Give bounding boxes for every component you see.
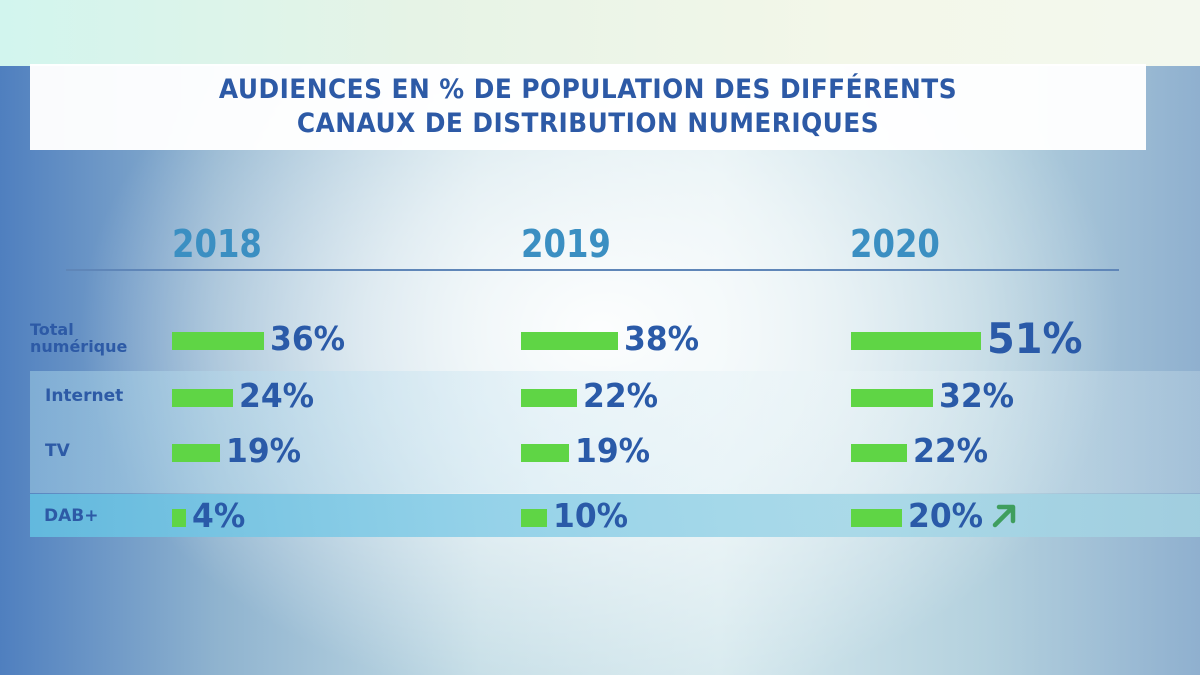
value-label-2018-internet: 24% xyxy=(239,376,315,415)
bar-2019-tv xyxy=(521,444,570,462)
row-label-total-numerique: Total numérique xyxy=(30,321,127,355)
year-header-2018: 2018 xyxy=(172,222,262,266)
row-label-dab: DAB+ xyxy=(44,506,99,526)
bar-2020-dab xyxy=(851,509,902,527)
value-label-2018-tv: 19% xyxy=(226,431,302,470)
chart-title-line-1: AUDIENCES EN % DE POPULATION DES DIFFÉRE… xyxy=(218,74,958,105)
bar-2018-dab xyxy=(172,509,186,527)
bar-2020-tv xyxy=(851,444,908,462)
chart-title-line-2: CANAUX DE DISTRIBUTION NUMERIQUES xyxy=(296,108,880,139)
arrow-up-right-icon xyxy=(992,504,1016,528)
value-label-2020-tv: 22% xyxy=(913,431,989,470)
year-header-2019: 2019 xyxy=(521,222,611,266)
bar-2019-dab xyxy=(521,509,547,527)
value-label-2020-total-numerique: 51% xyxy=(987,314,1083,363)
value-label-2018-dab: 4% xyxy=(192,496,246,535)
year-header-2020: 2020 xyxy=(850,222,940,266)
title-banner: AUDIENCES EN % DE POPULATION DES DIFFÉRE… xyxy=(30,64,1146,150)
bar-2020-total-numerique xyxy=(851,332,982,350)
value-label-2018-total-numerique: 36% xyxy=(269,319,345,358)
value-label-2019-dab: 10% xyxy=(552,496,628,535)
row-label-total-line1: Total xyxy=(30,320,74,339)
bar-2018-tv xyxy=(172,444,221,462)
value-label-2019-tv: 19% xyxy=(575,431,651,470)
row-label-tv: TV xyxy=(45,441,70,461)
bar-2019-internet xyxy=(521,389,578,407)
row-label-internet: Internet xyxy=(45,386,124,406)
row-label-total-line2: numérique xyxy=(30,337,128,356)
top-background-band xyxy=(0,0,1200,66)
bar-2020-internet xyxy=(851,389,933,407)
bar-2018-total-numerique xyxy=(172,332,264,350)
bar-2018-internet xyxy=(172,389,234,407)
value-label-2020-dab: 20% xyxy=(908,496,984,535)
bar-2019-total-numerique xyxy=(521,332,618,350)
value-label-2020-internet: 32% xyxy=(938,376,1014,415)
value-label-2019-total-numerique: 38% xyxy=(623,319,699,358)
value-label-2019-internet: 22% xyxy=(583,376,659,415)
year-header-divider xyxy=(66,269,1119,271)
